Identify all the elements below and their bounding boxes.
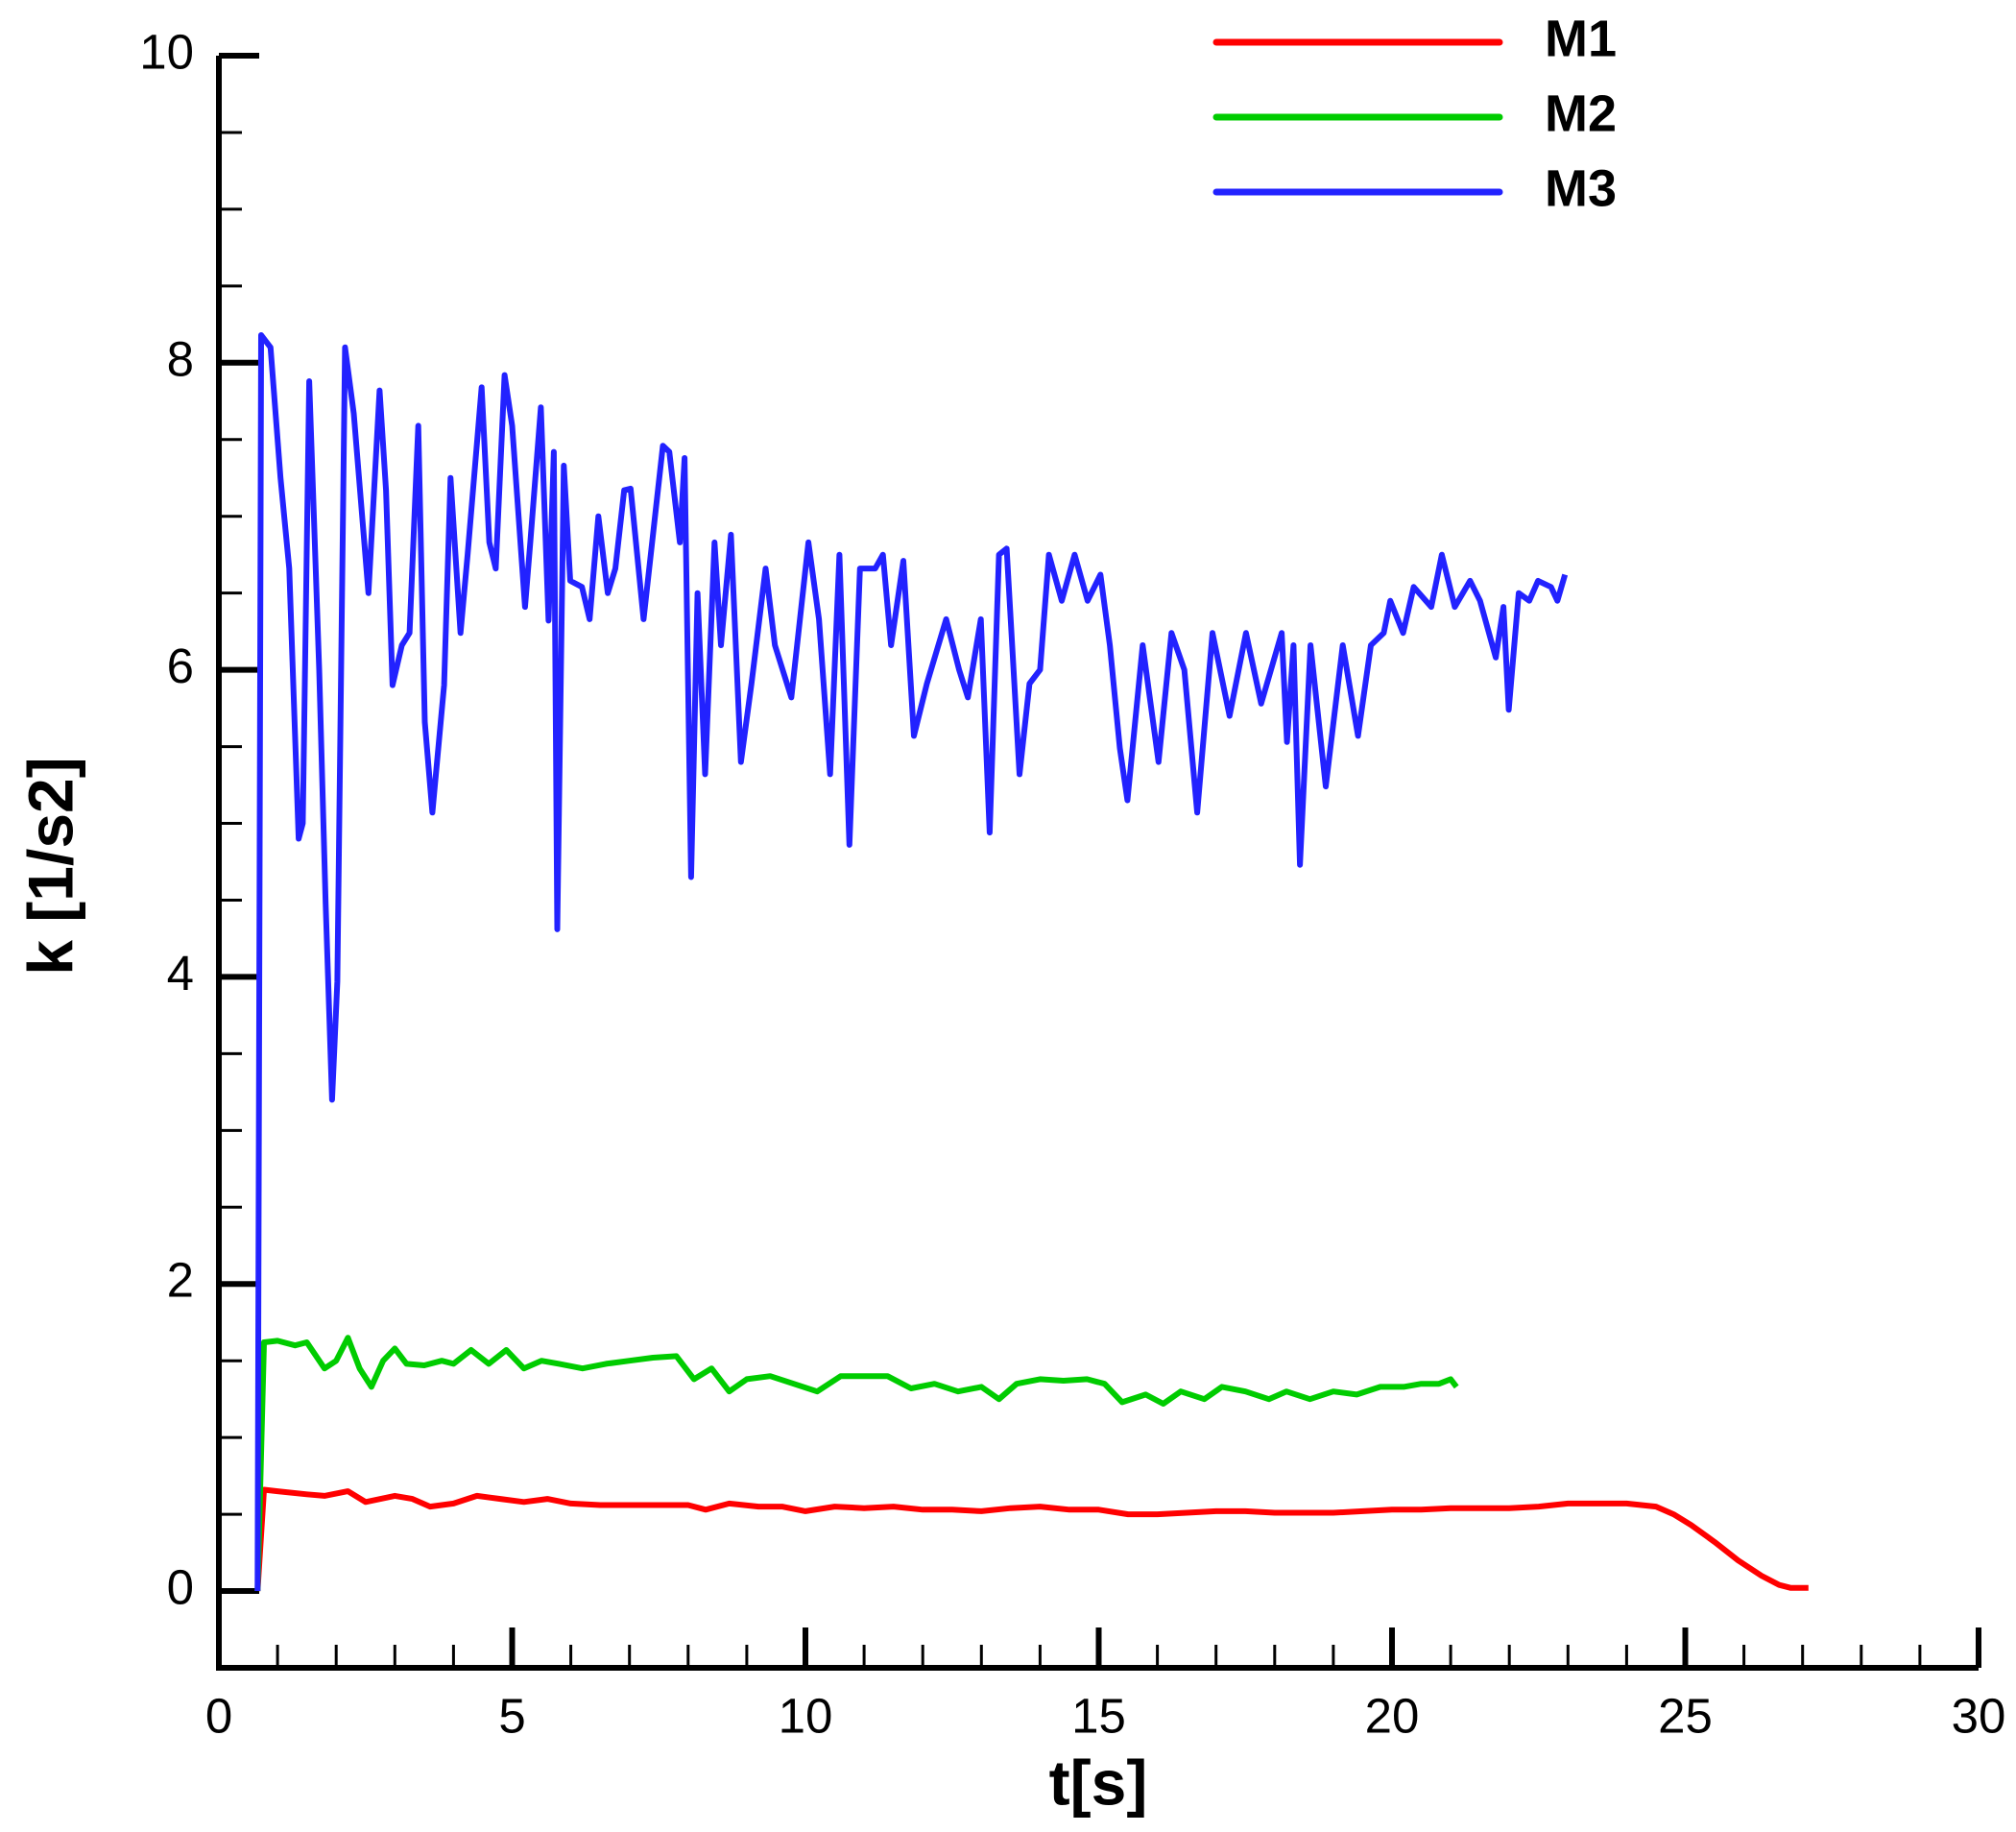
legend-label: M2 [1545,84,1617,142]
legend-label: M1 [1545,10,1617,67]
y-tick-label: 10 [139,24,194,79]
y-tick-label: 4 [167,946,194,1000]
y-tick-label: 0 [167,1560,194,1615]
series-line [254,1335,1459,1592]
y-tick-label: 6 [167,639,194,693]
x-tick-label: 25 [1658,1688,1713,1743]
x-tick-label: 15 [1071,1688,1126,1743]
series-line [254,332,1569,1592]
x-tick-label: 10 [779,1688,833,1743]
x-tick-label: 5 [498,1688,525,1743]
y-axis-title: k [1/s2] [14,757,85,975]
x-tick-label: 0 [205,1688,232,1743]
series-line [254,1486,1809,1592]
x-tick-label: 30 [1952,1688,2006,1743]
y-tick-label: 8 [167,331,194,386]
legend-label: M3 [1545,159,1617,217]
x-tick-label: 20 [1365,1688,1420,1743]
x-axis-title: t[s] [1049,1747,1148,1818]
y-tick-label: 2 [167,1253,194,1308]
